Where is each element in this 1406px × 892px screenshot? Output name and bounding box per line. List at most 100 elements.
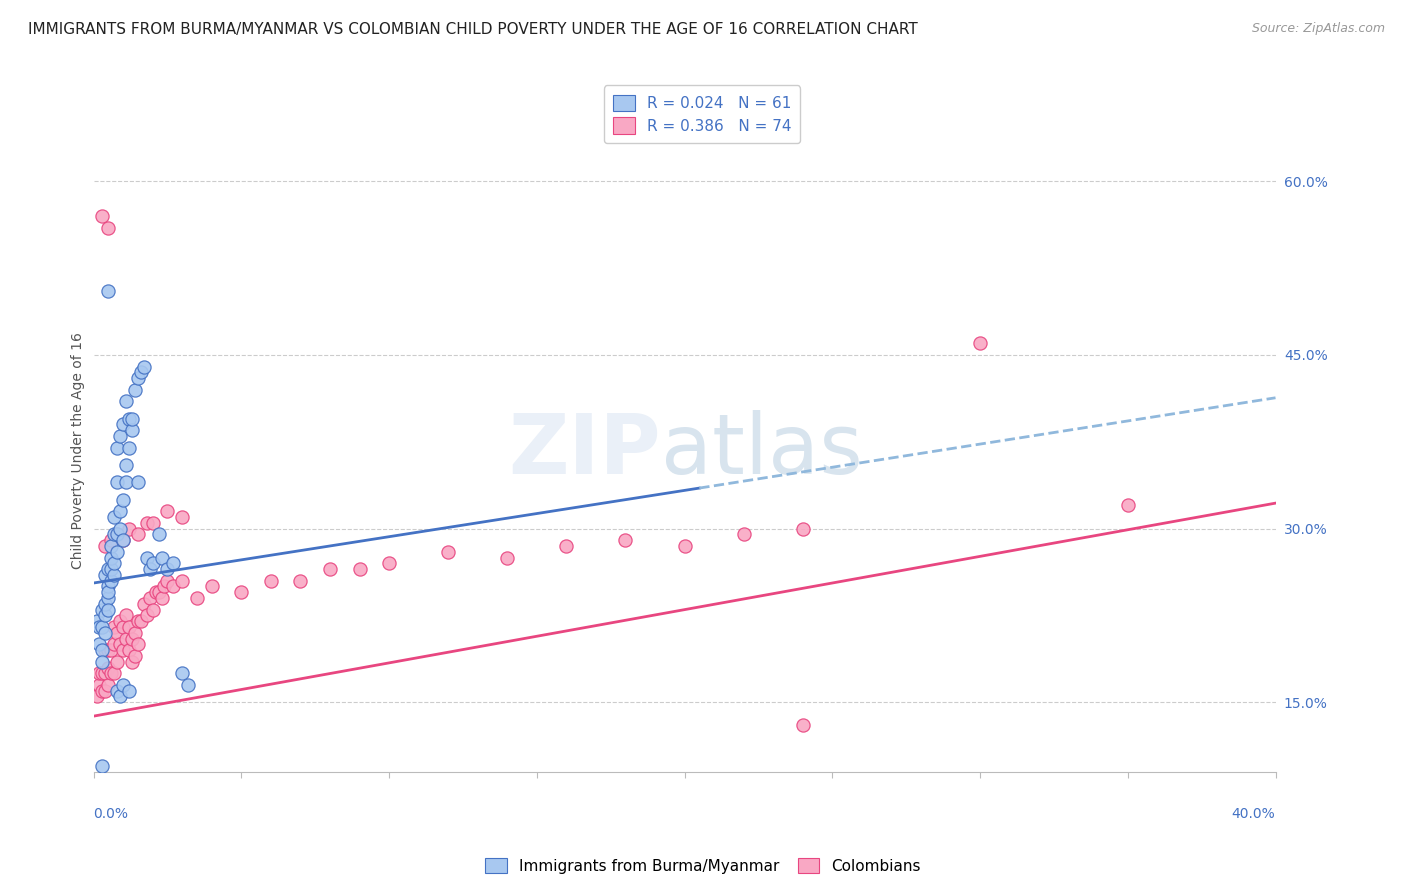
Point xyxy=(86,690,108,704)
Point xyxy=(94,597,117,611)
Point xyxy=(118,620,141,634)
Point xyxy=(103,510,125,524)
Point xyxy=(124,383,146,397)
Point xyxy=(103,620,125,634)
Point xyxy=(103,527,125,541)
Point xyxy=(156,574,179,588)
Point xyxy=(100,574,122,588)
Point xyxy=(112,492,135,507)
Point xyxy=(105,475,128,490)
Point xyxy=(172,666,194,681)
Point xyxy=(115,608,138,623)
Point xyxy=(186,591,208,605)
Point xyxy=(108,504,131,518)
Point xyxy=(108,429,131,443)
Point xyxy=(91,666,114,681)
Point xyxy=(94,683,117,698)
Point xyxy=(94,666,117,681)
Point xyxy=(91,620,114,634)
Point xyxy=(100,562,122,576)
Point xyxy=(153,579,176,593)
Point xyxy=(105,625,128,640)
Point xyxy=(792,718,814,732)
Point xyxy=(108,637,131,651)
Point xyxy=(115,475,138,490)
Point xyxy=(112,533,135,548)
Point xyxy=(94,643,117,657)
Point xyxy=(118,411,141,425)
Point xyxy=(148,585,170,599)
Point xyxy=(97,285,120,299)
Point xyxy=(91,759,114,773)
Point xyxy=(115,632,138,646)
Point xyxy=(100,666,122,681)
Point xyxy=(156,562,179,576)
Point xyxy=(94,625,117,640)
Point xyxy=(105,683,128,698)
Point xyxy=(127,527,149,541)
Point xyxy=(260,574,283,588)
Point xyxy=(349,562,371,576)
Point xyxy=(142,516,165,530)
Point xyxy=(231,585,253,599)
Point xyxy=(127,637,149,651)
Point xyxy=(105,655,128,669)
Point xyxy=(94,608,117,623)
Point xyxy=(112,620,135,634)
Point xyxy=(108,614,131,628)
Point xyxy=(108,690,131,704)
Text: ZIP: ZIP xyxy=(509,410,661,491)
Text: IMMIGRANTS FROM BURMA/MYANMAR VS COLOMBIAN CHILD POVERTY UNDER THE AGE OF 16 COR: IMMIGRANTS FROM BURMA/MYANMAR VS COLOMBI… xyxy=(28,22,918,37)
Point xyxy=(94,568,117,582)
Point xyxy=(97,585,120,599)
Point xyxy=(97,643,120,657)
Point xyxy=(112,678,135,692)
Point xyxy=(172,510,194,524)
Point xyxy=(118,522,141,536)
Point xyxy=(91,643,114,657)
Point xyxy=(105,545,128,559)
Point xyxy=(112,643,135,657)
Point xyxy=(201,579,224,593)
Point xyxy=(127,371,149,385)
Point xyxy=(118,683,141,698)
Point xyxy=(378,557,401,571)
Point xyxy=(142,602,165,616)
Point xyxy=(124,648,146,663)
Point xyxy=(496,550,519,565)
Point xyxy=(118,441,141,455)
Point xyxy=(97,678,120,692)
Point xyxy=(97,220,120,235)
Point xyxy=(105,441,128,455)
Text: atlas: atlas xyxy=(661,410,863,491)
Text: Source: ZipAtlas.com: Source: ZipAtlas.com xyxy=(1251,22,1385,36)
Point xyxy=(94,539,117,553)
Point xyxy=(135,550,157,565)
Point xyxy=(115,394,138,409)
Point xyxy=(97,591,120,605)
Point xyxy=(177,678,200,692)
Point xyxy=(127,475,149,490)
Point xyxy=(614,533,637,548)
Point xyxy=(132,359,155,374)
Point xyxy=(105,527,128,541)
Point xyxy=(145,585,167,599)
Point xyxy=(103,666,125,681)
Point xyxy=(150,591,173,605)
Point xyxy=(105,527,128,541)
Point xyxy=(91,602,114,616)
Point xyxy=(135,516,157,530)
Point xyxy=(172,574,194,588)
Point xyxy=(97,602,120,616)
Point xyxy=(150,550,173,565)
Text: 40.0%: 40.0% xyxy=(1232,807,1275,821)
Point xyxy=(673,539,696,553)
Point xyxy=(138,562,160,576)
Point xyxy=(100,533,122,548)
Point xyxy=(97,562,120,576)
Legend: R = 0.024   N = 61, R = 0.386   N = 74: R = 0.024 N = 61, R = 0.386 N = 74 xyxy=(605,86,800,144)
Point xyxy=(112,417,135,432)
Point xyxy=(162,579,184,593)
Text: 0.0%: 0.0% xyxy=(94,807,128,821)
Point xyxy=(135,608,157,623)
